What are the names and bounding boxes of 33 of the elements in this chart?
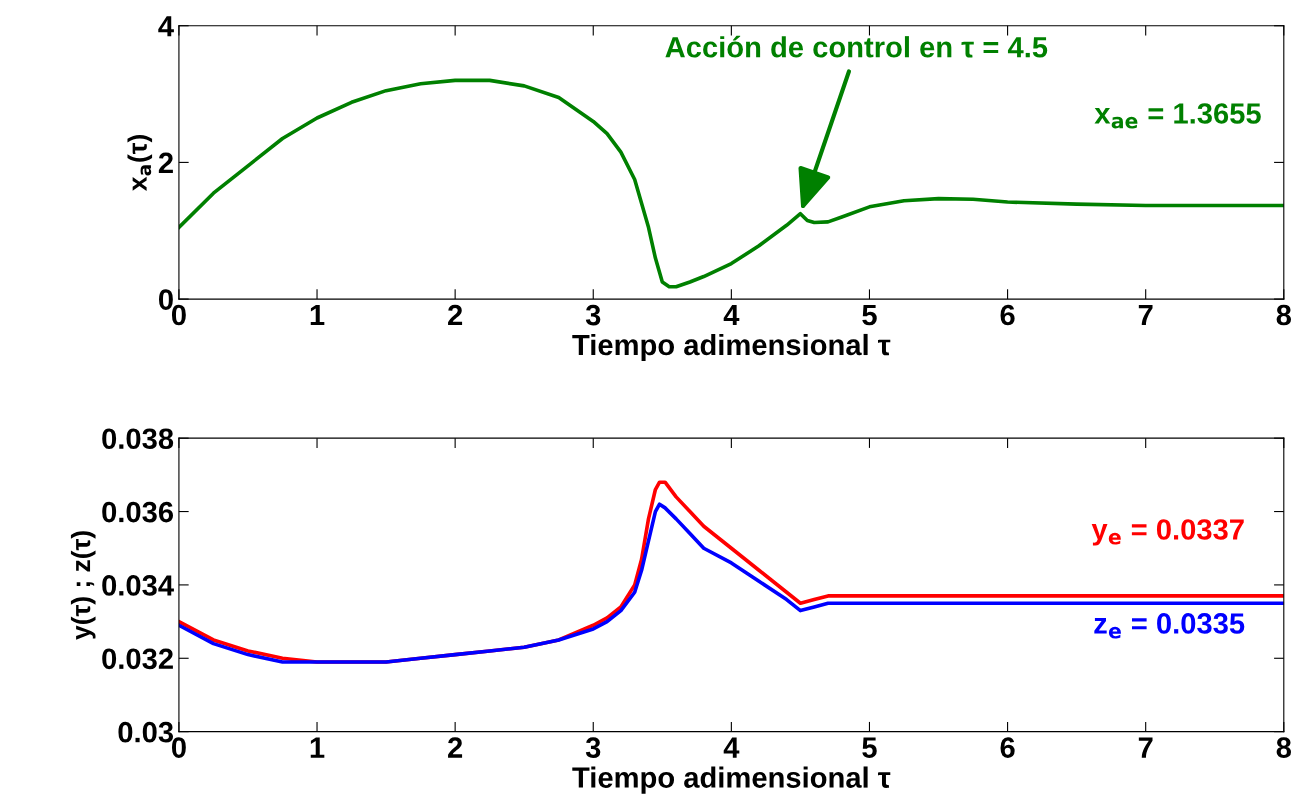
x-tick-label: 4: [723, 305, 740, 326]
y-tick-label: 0.038: [102, 428, 174, 450]
line-series: [178, 78, 1284, 289]
x-tick-label: 5: [862, 737, 877, 758]
y-tick-label: 0.036: [102, 501, 174, 523]
x-axis-title: Tiempo adimensional τ: [572, 333, 891, 362]
y-axis-title: x$_{a}$(τ): [127, 135, 153, 191]
annotation: z$_{e}$ = 0.0335: [1094, 613, 1245, 639]
x-tick-label: 2: [448, 737, 463, 758]
y-tick-label: 0.03: [118, 721, 174, 743]
annotation: x$_{ae}$ = 1.3655: [1094, 103, 1261, 129]
x-tick-label: 8: [1276, 304, 1292, 326]
x-axis-title: Tiempo adimensional τ: [572, 766, 891, 794]
x-tick-label: 7: [1138, 305, 1153, 326]
x-tick-label: 6: [1000, 304, 1015, 326]
x-tick-label: 6: [1000, 737, 1015, 758]
x-tick-label: 5: [862, 305, 877, 326]
y-tick-label: 4: [158, 16, 174, 37]
y-tick-label: 2: [158, 152, 173, 173]
x-tick-label: 3: [585, 737, 601, 758]
annotation: y$_{e}$ = 0.0337: [1091, 519, 1244, 546]
y-tick-label: 0.034: [102, 575, 174, 596]
y-tick-label: 0: [158, 289, 173, 310]
x-tick-label: 1: [310, 305, 325, 326]
x-tick-label: 3: [585, 304, 601, 326]
x-tick-label: 1: [310, 737, 325, 758]
annotation: Acción de control en τ = 4.5: [665, 35, 1048, 58]
x-tick-label: 2: [448, 304, 463, 326]
y-tick-label: 0.032: [102, 648, 173, 670]
y-axis-title: y(τ) ; z(τ): [70, 531, 96, 640]
x-tick-label: 7: [1138, 737, 1153, 758]
x-tick-label: 4: [723, 737, 740, 758]
x-tick-label: 8: [1276, 737, 1292, 758]
